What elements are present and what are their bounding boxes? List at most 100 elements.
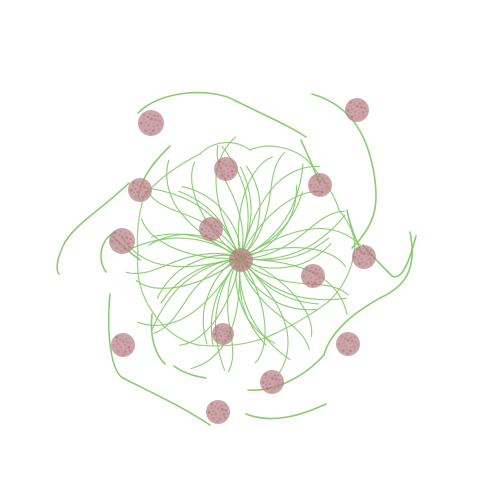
pink-dot-speck [140,195,144,199]
pink-dot-fill [138,110,164,136]
pink-dot-fill [128,178,152,202]
pink-dot-speck [221,329,225,333]
pink-dot-speck [218,164,221,166]
pink-dot-speck [227,337,231,341]
pink-dot-speck [141,189,143,191]
pink-dot-speck [220,167,223,170]
pink-dot-speck [228,164,232,168]
pink-dot-speck [366,110,368,113]
pink-dot-speck [138,198,141,201]
pink-dot [301,264,325,288]
pink-dot-speck [220,338,223,340]
pink-dot-speck [357,115,361,119]
pink-dot-speck [270,376,274,380]
pink-dot-speck [221,325,223,328]
pink-dot-speck [268,382,271,386]
pink-dot-speck [313,190,317,194]
pink-dot-speck [148,112,151,115]
pink-dot-speck [348,349,352,353]
pink-dot-speck [349,346,352,349]
pink-dot-speck [265,387,269,391]
pink-dot [229,248,253,272]
pink-dot-speck [139,121,143,125]
pink-dot-speck [241,265,245,269]
petal-edge-stroke-7 [197,333,275,347]
petal-stroke-17 [239,191,303,259]
pink-dot-speck [276,382,280,386]
pink-dot-speck [128,232,131,235]
outer-vine-stroke-1 [137,91,307,138]
pink-dot-speck [113,235,116,238]
pink-dot-speck [203,224,206,226]
pink-dot-speck [142,113,146,117]
pink-dot-speck [220,407,224,411]
pink-dot-speck [119,345,122,349]
pink-dot-speck [302,274,306,278]
pink-dot-speck [227,161,231,164]
pink-dot-speck [219,411,221,413]
pink-dot-speck [278,379,281,382]
pink-dot-speck [273,381,275,383]
pink-dot-speck [208,233,211,236]
pink-dot-speck [218,417,222,421]
pink-dot-speck [274,377,278,381]
pink-dot-speck [223,338,227,342]
pink-dot-speck [316,185,319,189]
pink-dot-speck [224,163,228,167]
pink-dot-speck [214,405,217,408]
pink-dot-speck [369,249,372,252]
pink-dot-speck [207,222,210,225]
pink-dot-speck [322,180,326,184]
pink-dot-speck [223,404,226,407]
petal-stroke-group [135,257,241,289]
pink-dot-speck [305,277,308,280]
pink-dot-speck [115,238,118,242]
pink-dot-speck [216,335,219,338]
pink-dot-speck [364,262,368,266]
pink-dot-speck [246,264,249,267]
pink-dot-speck [359,105,363,109]
pink-dot [128,178,152,202]
pink-dot-speck [362,247,364,250]
pink-dot-speck [216,420,219,423]
pink-dot [109,228,135,254]
outer-vine-stroke-9 [56,182,130,275]
pink-dot-speck [220,229,222,232]
pink-dot-speck [233,261,236,264]
pink-dot-speck [148,128,151,130]
pink-dot-speck [218,170,221,173]
petal-stroke-26 [239,257,310,350]
pink-dot-speck [245,260,249,264]
pink-dot-speck [239,250,241,253]
pink-dot-speck [141,192,144,195]
pink-dot-speck [340,345,343,348]
pink-dot-speck [357,262,361,266]
pink-dot-speck [217,332,220,335]
pink-dot-speck [320,190,324,194]
pink-dot-speck [266,380,269,383]
pink-dot-speck [235,169,237,172]
pink-dot-speck [315,271,319,275]
pink-dot-speck [147,124,150,127]
pink-dot-speck [142,117,145,120]
pink-dot-speck [362,114,365,117]
pink-dot-speck [353,348,356,351]
pink-dot-speck [119,230,122,233]
pink-dot-speck [362,102,365,105]
petal-stroke-29 [239,257,320,305]
pink-dot-speck [158,119,161,123]
petal-edge-stroke-2 [249,145,308,161]
pink-dot-speck [366,252,370,256]
pink-dot-speck [153,125,155,128]
pink-dot-speck [230,258,234,262]
petal-stroke-13 [239,227,361,259]
pink-dot-speck [118,242,121,245]
pink-dot-speck [242,259,244,261]
pink-dot-speck [346,334,348,337]
pink-dot-speck [212,410,215,413]
pink-dot-speck [326,182,329,185]
petal-stroke-group [239,191,303,259]
pink-dot-fill [206,400,230,424]
petal-stroke-32 [227,257,241,373]
pink-dot-speck [213,332,217,336]
